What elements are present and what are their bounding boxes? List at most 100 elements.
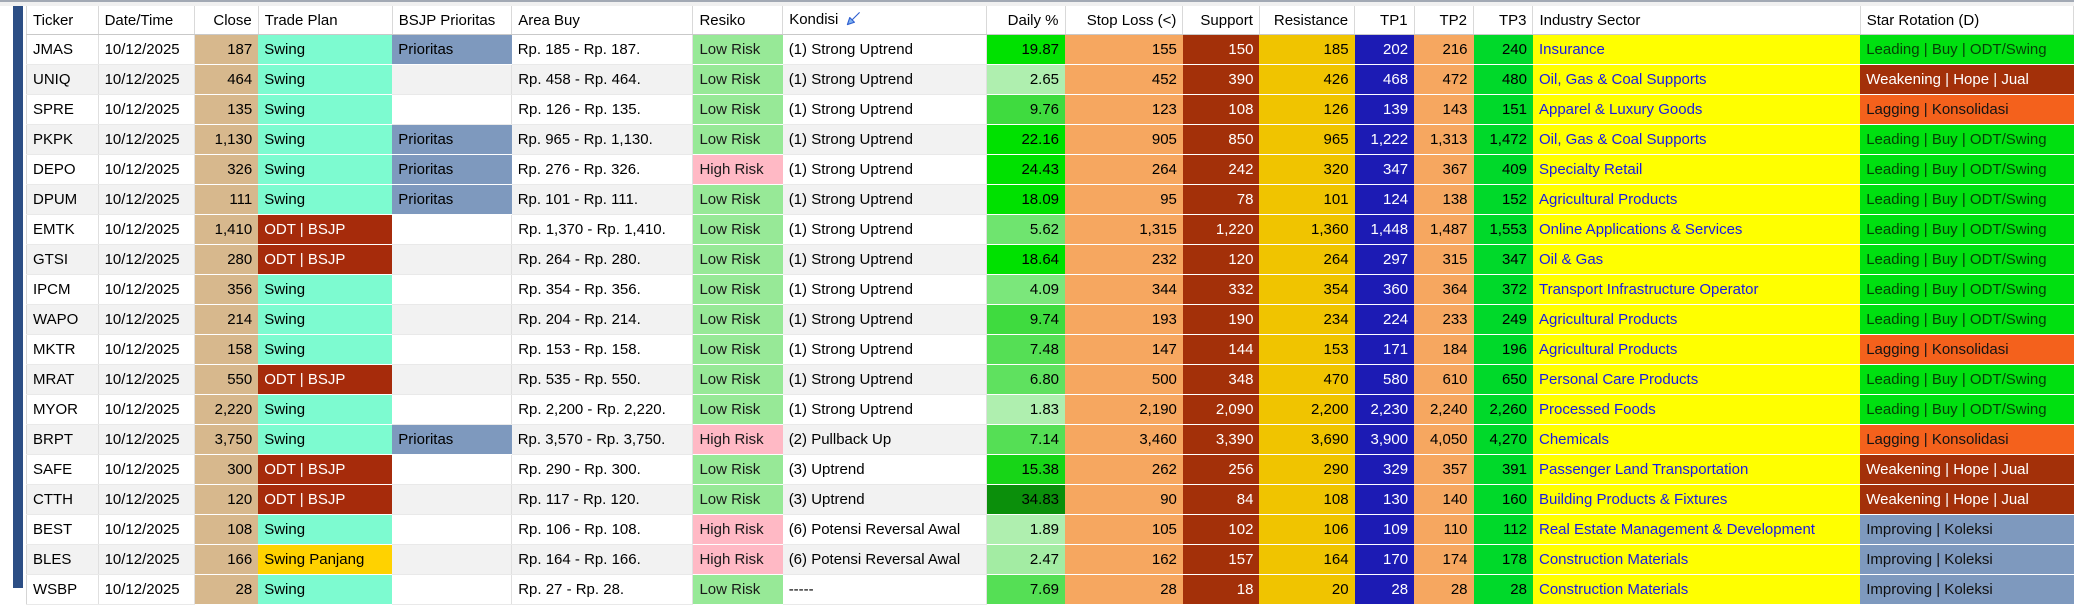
cell-area_buy-safe[interactable]: Rp. 290 - Rp. 300. <box>511 454 694 485</box>
cell-tp3-depo[interactable]: 409 <box>1473 154 1533 185</box>
cell-resistance-gtsi[interactable]: 264 <box>1259 244 1355 275</box>
cell-daily_pct-bles[interactable]: 2.47 <box>986 544 1066 575</box>
cell-support-spre[interactable]: 108 <box>1182 94 1260 125</box>
cell-resistance-mrat[interactable]: 470 <box>1259 364 1355 395</box>
cell-close-pkpk[interactable]: 1,130 <box>194 124 259 155</box>
cell-tp1-mrat[interactable]: 580 <box>1354 364 1415 395</box>
cell-kondisi-wsbp[interactable]: ----- <box>782 574 988 605</box>
cell-ticker-jmas[interactable]: JMAS <box>26 34 99 65</box>
cell-sector-bles[interactable]: Construction Materials <box>1532 544 1861 575</box>
cell-tp1-uniq[interactable]: 468 <box>1354 64 1415 95</box>
cell-sector-best[interactable]: Real Estate Management & Development <box>1532 514 1861 545</box>
cell-daily_pct-emtk[interactable]: 5.62 <box>986 214 1066 245</box>
cell-sector-dpum[interactable]: Agricultural Products <box>1532 184 1861 215</box>
cell-tp3-mktr[interactable]: 196 <box>1473 334 1533 365</box>
cell-resiko-depo[interactable]: High Risk <box>692 154 783 185</box>
cell-trade_plan-best[interactable]: Swing <box>258 514 393 545</box>
cell-ticker-mktr[interactable]: MKTR <box>26 334 99 365</box>
cell-resiko-mrat[interactable]: Low Risk <box>692 364 783 395</box>
cell-kondisi-uniq[interactable]: (1) Strong Uptrend <box>782 64 988 95</box>
cell-close-brpt[interactable]: 3,750 <box>194 424 259 455</box>
cell-tp3-ipcm[interactable]: 372 <box>1473 274 1533 305</box>
cell-kondisi-brpt[interactable]: (2) Pullback Up <box>782 424 988 455</box>
column-header-support[interactable]: Support <box>1182 6 1260 35</box>
cell-daily_pct-mrat[interactable]: 6.80 <box>986 364 1066 395</box>
cell-sector-wsbp[interactable]: Construction Materials <box>1532 574 1861 605</box>
cell-resistance-wapo[interactable]: 234 <box>1259 304 1355 335</box>
column-header-prioritas[interactable]: BSJP Prioritas <box>392 6 513 35</box>
cell-support-bles[interactable]: 157 <box>1182 544 1260 575</box>
cell-resiko-myor[interactable]: Low Risk <box>692 394 783 425</box>
cell-area_buy-mrat[interactable]: Rp. 535 - Rp. 550. <box>511 364 694 395</box>
cell-date-mktr[interactable]: 10/12/2025 <box>98 334 195 365</box>
cell-trade_plan-jmas[interactable]: Swing <box>258 34 393 65</box>
cell-close-depo[interactable]: 326 <box>194 154 259 185</box>
cell-area_buy-dpum[interactable]: Rp. 101 - Rp. 111. <box>511 184 694 215</box>
cell-close-uniq[interactable]: 464 <box>194 64 259 95</box>
cell-kondisi-myor[interactable]: (1) Strong Uptrend <box>782 394 988 425</box>
cell-star-depo[interactable]: Leading | Buy | ODT/Swing <box>1860 154 2074 185</box>
cell-tp3-emtk[interactable]: 1,553 <box>1473 214 1533 245</box>
cell-prioritas-spre[interactable] <box>392 94 513 125</box>
cell-close-wsbp[interactable]: 28 <box>194 574 259 605</box>
cell-support-wapo[interactable]: 190 <box>1182 304 1260 335</box>
cell-sector-ctth[interactable]: Building Products & Fixtures <box>1532 484 1861 515</box>
cell-resiko-bles[interactable]: High Risk <box>692 544 783 575</box>
cell-stop_loss-wapo[interactable]: 193 <box>1065 304 1183 335</box>
cell-ticker-wsbp[interactable]: WSBP <box>26 574 99 605</box>
cell-tp3-spre[interactable]: 151 <box>1473 94 1533 125</box>
cell-prioritas-wsbp[interactable] <box>392 574 513 605</box>
cell-resiko-gtsi[interactable]: Low Risk <box>692 244 783 275</box>
column-header-star[interactable]: Star Rotation (D) <box>1860 6 2074 35</box>
cell-close-dpum[interactable]: 111 <box>194 184 259 215</box>
cell-kondisi-pkpk[interactable]: (1) Strong Uptrend <box>782 124 988 155</box>
cell-trade_plan-wsbp[interactable]: Swing <box>258 574 393 605</box>
cell-sector-safe[interactable]: Passenger Land Transportation <box>1532 454 1861 485</box>
cell-ticker-wapo[interactable]: WAPO <box>26 304 99 335</box>
cell-daily_pct-wsbp[interactable]: 7.69 <box>986 574 1066 605</box>
cell-tp1-emtk[interactable]: 1,448 <box>1354 214 1415 245</box>
cell-resistance-myor[interactable]: 2,200 <box>1259 394 1355 425</box>
cell-tp2-best[interactable]: 110 <box>1414 514 1474 545</box>
cell-tp1-safe[interactable]: 329 <box>1354 454 1415 485</box>
cell-tp1-wapo[interactable]: 224 <box>1354 304 1415 335</box>
cell-resistance-pkpk[interactable]: 965 <box>1259 124 1355 155</box>
cell-stop_loss-depo[interactable]: 264 <box>1065 154 1183 185</box>
cell-tp2-ipcm[interactable]: 364 <box>1414 274 1474 305</box>
cell-close-wapo[interactable]: 214 <box>194 304 259 335</box>
cell-prioritas-mktr[interactable] <box>392 334 513 365</box>
cell-ticker-mrat[interactable]: MRAT <box>26 364 99 395</box>
cell-sector-ipcm[interactable]: Transport Infrastructure Operator <box>1532 274 1861 305</box>
cell-stop_loss-jmas[interactable]: 155 <box>1065 34 1183 65</box>
cell-trade_plan-pkpk[interactable]: Swing <box>258 124 393 155</box>
column-header-resistance[interactable]: Resistance <box>1259 6 1356 35</box>
column-header-tp2[interactable]: TP2 <box>1414 6 1475 35</box>
cell-sector-emtk[interactable]: Online Applications & Services <box>1532 214 1861 245</box>
column-header-trade_plan[interactable]: Trade Plan <box>258 6 393 35</box>
cell-ticker-bles[interactable]: BLES <box>26 544 99 575</box>
cell-prioritas-jmas[interactable]: Prioritas <box>392 34 512 65</box>
cell-close-gtsi[interactable]: 280 <box>194 244 259 275</box>
cell-daily_pct-jmas[interactable]: 19.87 <box>986 34 1066 65</box>
cell-date-spre[interactable]: 10/12/2025 <box>98 94 195 125</box>
cell-ticker-ipcm[interactable]: IPCM <box>26 274 99 305</box>
cell-daily_pct-mktr[interactable]: 7.48 <box>986 334 1066 365</box>
cell-sector-mktr[interactable]: Agricultural Products <box>1532 334 1861 365</box>
cell-kondisi-dpum[interactable]: (1) Strong Uptrend <box>782 184 988 215</box>
cell-close-mktr[interactable]: 158 <box>194 334 259 365</box>
cell-date-brpt[interactable]: 10/12/2025 <box>98 424 195 455</box>
cell-area_buy-spre[interactable]: Rp. 126 - Rp. 135. <box>511 94 694 125</box>
cell-daily_pct-ctth[interactable]: 34.83 <box>986 484 1066 515</box>
cell-tp2-emtk[interactable]: 1,487 <box>1414 214 1474 245</box>
cell-tp3-brpt[interactable]: 4,270 <box>1473 424 1533 455</box>
cell-area_buy-gtsi[interactable]: Rp. 264 - Rp. 280. <box>511 244 694 275</box>
cell-daily_pct-uniq[interactable]: 2.65 <box>986 64 1066 95</box>
cell-area_buy-jmas[interactable]: Rp. 185 - Rp. 187. <box>511 34 694 65</box>
cell-daily_pct-best[interactable]: 1.89 <box>986 514 1066 545</box>
cell-tp3-wapo[interactable]: 249 <box>1473 304 1533 335</box>
cell-kondisi-bles[interactable]: (6) Potensi Reversal Awal <box>782 544 988 575</box>
cell-prioritas-myor[interactable] <box>392 394 513 425</box>
cell-trade_plan-gtsi[interactable]: ODT | BSJP <box>258 244 393 275</box>
cell-trade_plan-dpum[interactable]: Swing <box>258 184 393 215</box>
cell-area_buy-myor[interactable]: Rp. 2,200 - Rp. 2,220. <box>511 394 694 425</box>
